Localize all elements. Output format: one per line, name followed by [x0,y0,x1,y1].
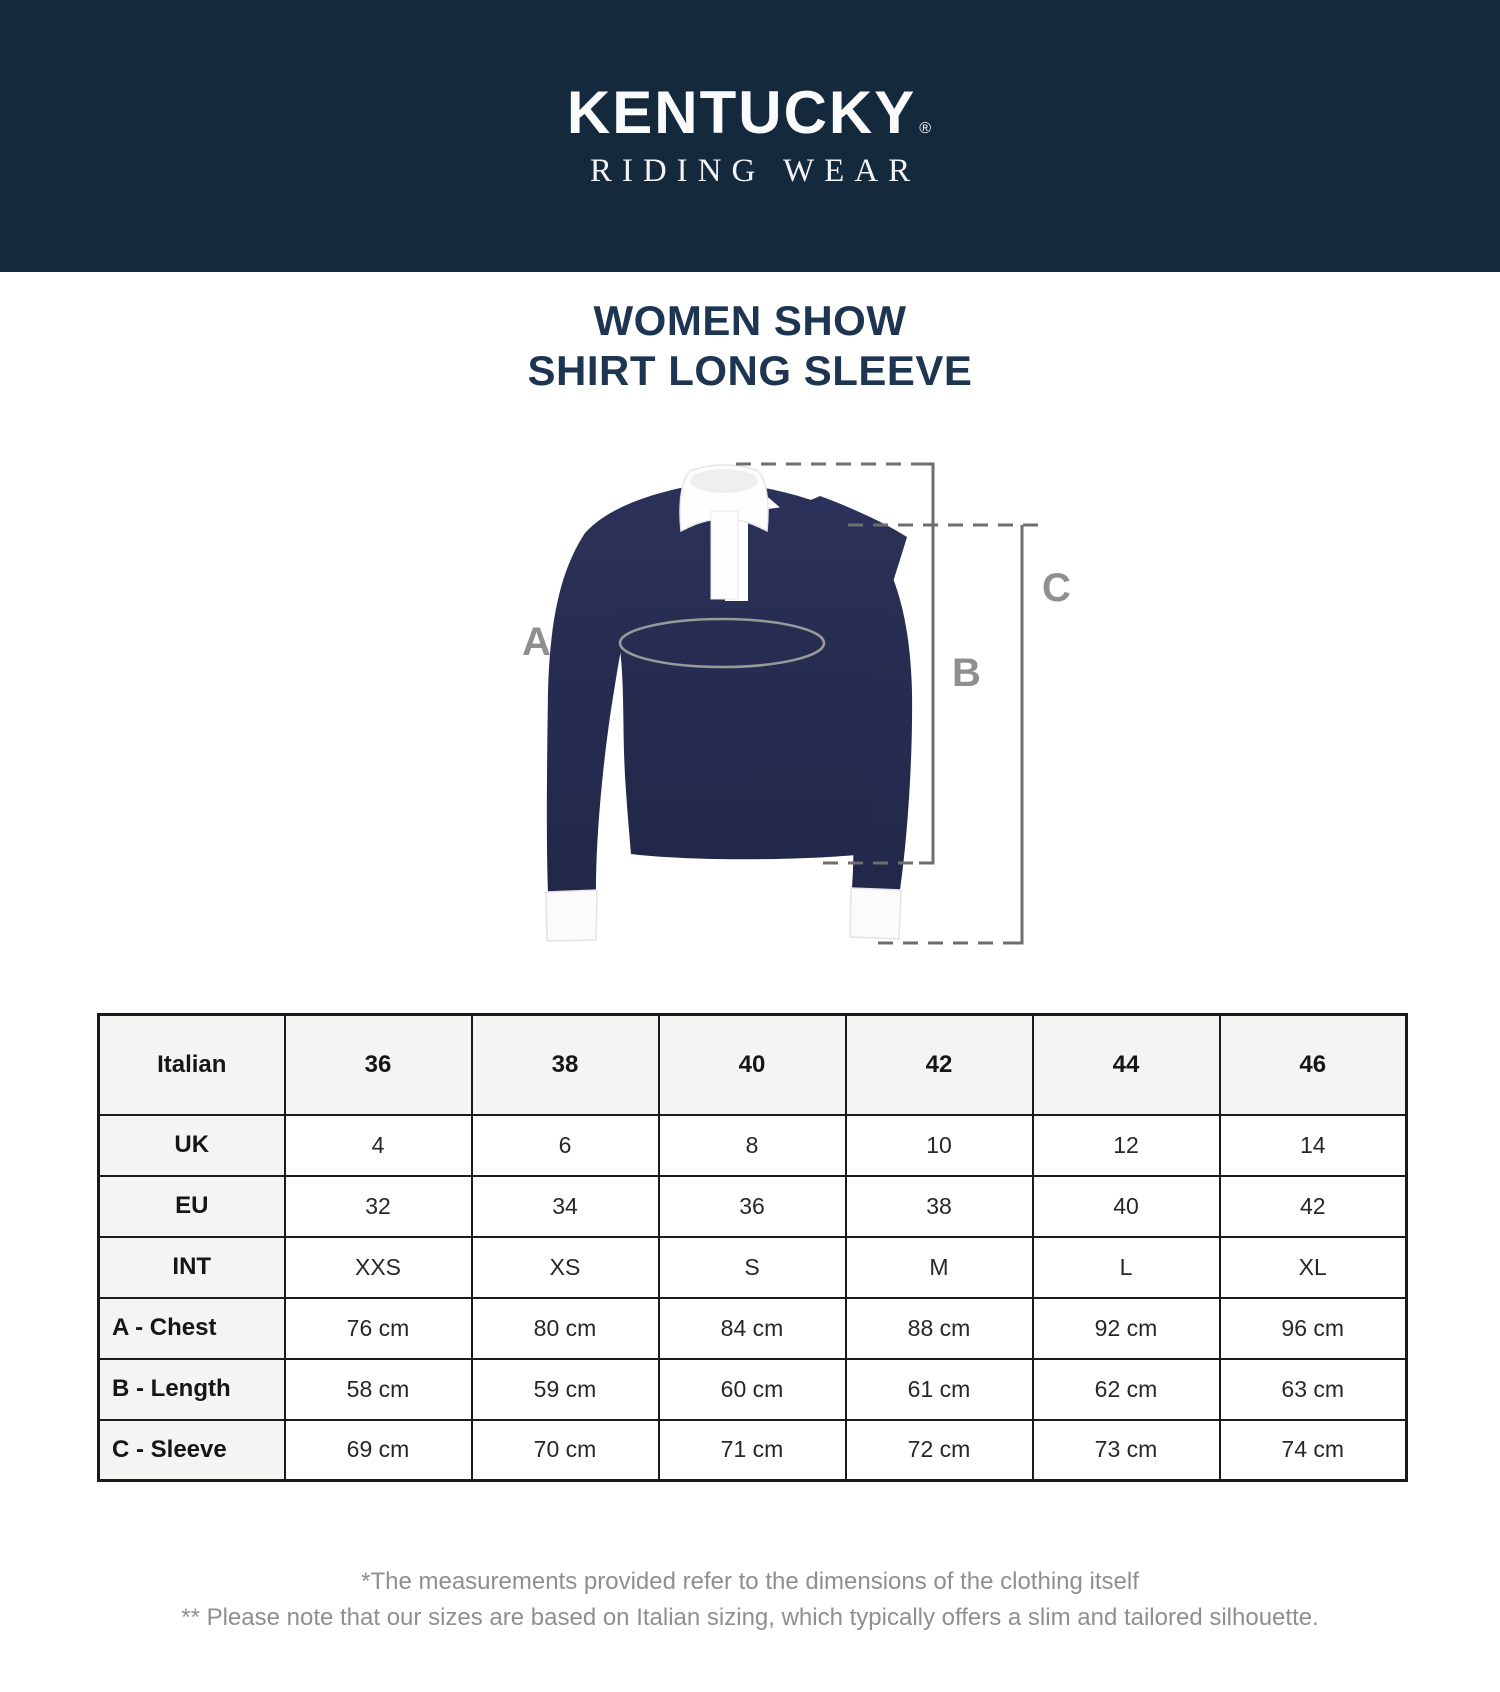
length-bracket-line [919,462,935,865]
footnote-line2: ** Please note that our sizes are based … [181,1604,1319,1632]
size-cell: 80 cm [470,1296,660,1360]
page-title-line1: WOMEN SHOW [593,297,907,344]
size-cell: 88 cm [844,1296,1034,1360]
size-row-label: INT [97,1235,286,1299]
size-cell: L [1031,1235,1221,1299]
size-cell: 6 [470,1113,660,1177]
measurement-diagram: A B C [400,411,1100,977]
size-cell: 84 cm [657,1296,847,1360]
size-row-label: B - Length [97,1357,286,1421]
shirt-body [590,496,907,860]
size-row-label: C - Sleeve [97,1418,286,1482]
size-table-row: B - Length 58 cm 59 cm 60 cm 61 cm 62 cm 63 cm [97,1357,1408,1421]
size-cell: XL [1218,1235,1408,1299]
size-cell: 8 [657,1113,847,1177]
size-table-row: EU 32 34 36 38 40 42 [97,1174,1408,1238]
size-cell: 38 [470,1013,660,1116]
brand-logo: KENTUCKY ® [567,82,934,143]
size-cell: 40 [657,1013,847,1116]
size-cell: 58 cm [283,1357,473,1421]
size-cell: 60 cm [657,1357,847,1421]
size-cell: 36 [657,1174,847,1238]
size-table-row: A - Chest 76 cm 80 cm 84 cm 88 cm 92 cm 96 cm [97,1296,1408,1360]
size-table-row: C - Sleeve 69 cm 70 cm 71 cm 72 cm 73 cm 74 cm [97,1418,1408,1482]
page-title-line2: SHIRT LONG SLEEVE [527,346,973,394]
size-cell: 40 [1031,1174,1221,1238]
size-table: Italian 36 38 40 42 44 46 UK 4 6 8 10 12 14 EU 32 34 36 38… [97,1013,1408,1483]
size-table-header-row: Italian 36 38 40 42 44 46 [97,1013,1408,1116]
measure-lines [736,462,1045,945]
size-cell: 63 cm [1218,1357,1408,1421]
label-sleeve-C: C [1042,566,1071,610]
size-cell: 96 cm [1218,1296,1408,1360]
size-cell: XS [470,1235,660,1299]
size-row-label: Italian [97,1013,286,1116]
size-cell: 44 [1031,1013,1221,1116]
footnotes: *The measurements provided refer to the … [0,1564,1500,1636]
size-cell: XXS [283,1235,473,1299]
footnote-line1: *The measurements provided refer to the … [361,1568,1139,1596]
page-title: WOMEN SHOW SHIRT LONG SLEEVE [0,296,1500,395]
shirt-cuff-right [849,887,902,940]
size-cell: 38 [844,1174,1034,1238]
size-cell: S [657,1235,847,1299]
size-row-label: UK [97,1113,286,1177]
size-cell: 72 cm [844,1418,1034,1482]
size-table-row: INT XXS XS S M L XL [97,1235,1408,1299]
size-cell: 32 [283,1174,473,1238]
size-cell: 10 [844,1113,1034,1177]
size-table-body: Italian 36 38 40 42 44 46 UK 4 6 8 10 12 14 EU 32 34 36 38… [97,1013,1408,1482]
shirt-collar-opening [690,469,758,494]
shirt-diagram-graphic: A B C [522,462,1071,945]
size-cell: 92 cm [1031,1296,1221,1360]
brand-name: KENTUCKY [566,78,917,146]
size-cell: 12 [1031,1113,1221,1177]
size-cell: 42 [844,1013,1034,1116]
size-cell: 73 cm [1031,1418,1221,1482]
size-cell: 71 cm [657,1418,847,1482]
size-cell: 59 cm [470,1357,660,1421]
size-cell: 61 cm [844,1357,1034,1421]
shirt-placket [710,510,739,600]
chest-measure-ellipse [618,617,826,669]
size-cell: 4 [283,1113,473,1177]
size-cell: 14 [1218,1113,1408,1177]
size-cell: 62 cm [1031,1357,1221,1421]
size-cell: 76 cm [283,1296,473,1360]
label-chest-A: A [522,620,551,664]
size-row-label: EU [97,1174,286,1238]
brand-tagline: RIDING WEAR [589,152,921,189]
brand-banner: KENTUCKY ® RIDING WEAR [0,0,1500,272]
size-cell: 70 cm [470,1418,660,1482]
sleeve-bracket-line [1008,525,1024,945]
size-cell: 34 [470,1174,660,1238]
size-cell: M [844,1235,1034,1299]
shirt-cuff-left [545,889,598,942]
size-cell: 69 cm [283,1418,473,1482]
registered-trademark-symbol: ® [919,119,934,137]
size-cell: 46 [1218,1013,1408,1116]
label-length-B: B [952,651,981,695]
size-cell: 36 [283,1013,473,1116]
size-cell: 42 [1218,1174,1408,1238]
size-table-row: UK 4 6 8 10 12 14 [97,1113,1408,1177]
size-cell: 74 cm [1218,1418,1408,1482]
size-row-label: A - Chest [97,1296,286,1360]
